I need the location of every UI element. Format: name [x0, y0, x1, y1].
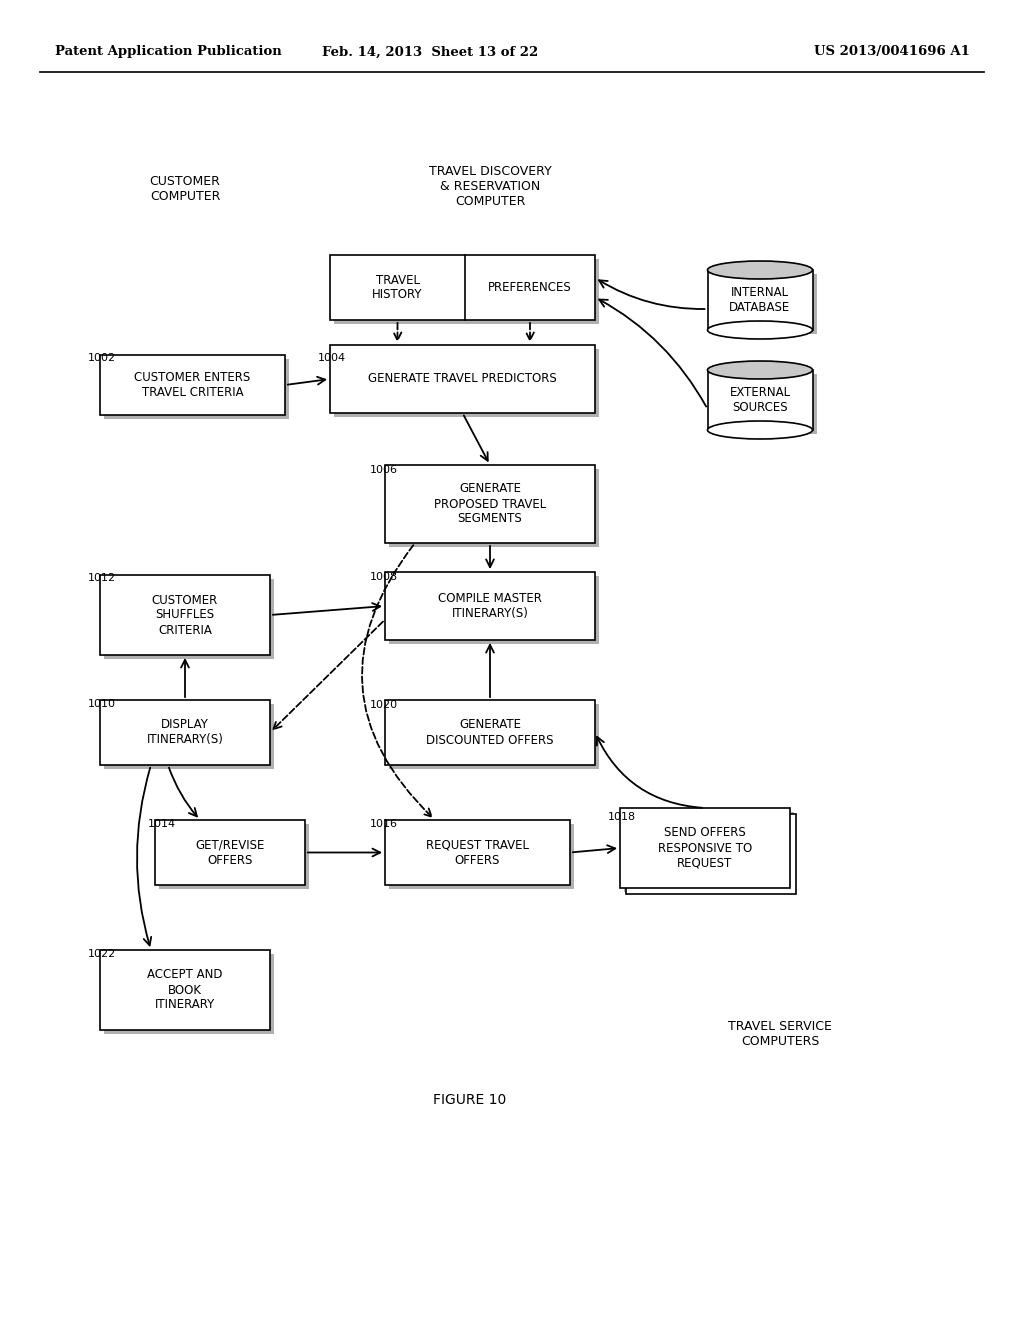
FancyBboxPatch shape — [100, 700, 270, 766]
FancyBboxPatch shape — [100, 355, 285, 414]
Text: Feb. 14, 2013  Sheet 13 of 22: Feb. 14, 2013 Sheet 13 of 22 — [322, 45, 539, 58]
FancyBboxPatch shape — [385, 700, 595, 766]
Text: PREFERENCES: PREFERENCES — [488, 281, 571, 294]
Ellipse shape — [708, 421, 812, 440]
FancyBboxPatch shape — [104, 579, 274, 659]
FancyBboxPatch shape — [385, 572, 595, 640]
FancyBboxPatch shape — [330, 255, 595, 319]
Text: Patent Application Publication: Patent Application Publication — [55, 45, 282, 58]
FancyBboxPatch shape — [624, 812, 794, 892]
Text: CUSTOMER ENTERS
TRAVEL CRITERIA: CUSTOMER ENTERS TRAVEL CRITERIA — [134, 371, 251, 399]
FancyBboxPatch shape — [385, 820, 570, 884]
FancyBboxPatch shape — [389, 704, 599, 770]
FancyBboxPatch shape — [155, 820, 305, 884]
Polygon shape — [712, 275, 816, 334]
FancyBboxPatch shape — [334, 259, 599, 323]
Text: US 2013/0041696 A1: US 2013/0041696 A1 — [814, 45, 970, 58]
FancyBboxPatch shape — [334, 348, 599, 417]
Text: 1020: 1020 — [370, 700, 398, 710]
FancyArrowPatch shape — [597, 737, 702, 808]
Text: 1022: 1022 — [88, 949, 117, 960]
FancyBboxPatch shape — [620, 808, 790, 888]
Text: 1018: 1018 — [608, 812, 636, 822]
Polygon shape — [708, 370, 812, 430]
Text: 1006: 1006 — [370, 465, 398, 475]
FancyArrowPatch shape — [361, 545, 431, 817]
Text: 1004: 1004 — [318, 352, 346, 363]
FancyBboxPatch shape — [104, 954, 274, 1034]
Text: CUSTOMER
COMPUTER: CUSTOMER COMPUTER — [150, 176, 220, 203]
Ellipse shape — [708, 321, 812, 339]
Text: 1010: 1010 — [88, 700, 116, 709]
Text: COMPILE MASTER
ITINERARY(S): COMPILE MASTER ITINERARY(S) — [438, 591, 542, 620]
FancyBboxPatch shape — [626, 814, 796, 894]
Polygon shape — [708, 271, 812, 330]
Text: GET/REVISE
OFFERS: GET/REVISE OFFERS — [196, 838, 264, 866]
FancyBboxPatch shape — [100, 576, 270, 655]
FancyBboxPatch shape — [389, 824, 574, 888]
Text: DISPLAY
ITINERARY(S): DISPLAY ITINERARY(S) — [146, 718, 223, 747]
FancyBboxPatch shape — [389, 469, 599, 546]
Text: GENERATE TRAVEL PREDICTORS: GENERATE TRAVEL PREDICTORS — [368, 372, 557, 385]
Text: 1014: 1014 — [148, 818, 176, 829]
Text: CUSTOMER
SHUFFLES
CRITERIA: CUSTOMER SHUFFLES CRITERIA — [152, 594, 218, 636]
Text: FIGURE 10: FIGURE 10 — [433, 1093, 507, 1107]
Ellipse shape — [708, 261, 812, 279]
FancyArrowPatch shape — [137, 768, 152, 945]
Text: TRAVEL DISCOVERY
& RESERVATION
COMPUTER: TRAVEL DISCOVERY & RESERVATION COMPUTER — [429, 165, 551, 209]
FancyBboxPatch shape — [100, 950, 270, 1030]
FancyBboxPatch shape — [389, 576, 599, 644]
Text: GENERATE
PROPOSED TRAVEL
SEGMENTS: GENERATE PROPOSED TRAVEL SEGMENTS — [434, 483, 546, 525]
Text: TRAVEL
HISTORY: TRAVEL HISTORY — [373, 273, 423, 301]
Text: INTERNAL
DATABASE: INTERNAL DATABASE — [729, 286, 791, 314]
FancyArrowPatch shape — [599, 280, 705, 309]
Text: 1012: 1012 — [88, 573, 116, 583]
Text: SEND OFFERS
RESPONSIVE TO
REQUEST: SEND OFFERS RESPONSIVE TO REQUEST — [657, 826, 752, 870]
FancyBboxPatch shape — [104, 359, 289, 418]
Text: 1016: 1016 — [370, 818, 398, 829]
Text: 1002: 1002 — [88, 352, 116, 363]
Text: TRAVEL SERVICE
COMPUTERS: TRAVEL SERVICE COMPUTERS — [728, 1020, 831, 1048]
Text: REQUEST TRAVEL
OFFERS: REQUEST TRAVEL OFFERS — [426, 838, 529, 866]
Text: 1008: 1008 — [370, 572, 398, 582]
FancyArrowPatch shape — [273, 622, 383, 729]
FancyBboxPatch shape — [104, 704, 274, 770]
Text: EXTERNAL
SOURCES: EXTERNAL SOURCES — [729, 385, 791, 414]
FancyBboxPatch shape — [330, 345, 595, 413]
Text: ACCEPT AND
BOOK
ITINERARY: ACCEPT AND BOOK ITINERARY — [147, 969, 223, 1011]
FancyBboxPatch shape — [159, 824, 309, 888]
Ellipse shape — [708, 360, 812, 379]
FancyArrowPatch shape — [599, 300, 707, 407]
Polygon shape — [712, 374, 816, 434]
FancyBboxPatch shape — [385, 465, 595, 543]
Text: GENERATE
DISCOUNTED OFFERS: GENERATE DISCOUNTED OFFERS — [426, 718, 554, 747]
FancyArrowPatch shape — [169, 768, 197, 816]
